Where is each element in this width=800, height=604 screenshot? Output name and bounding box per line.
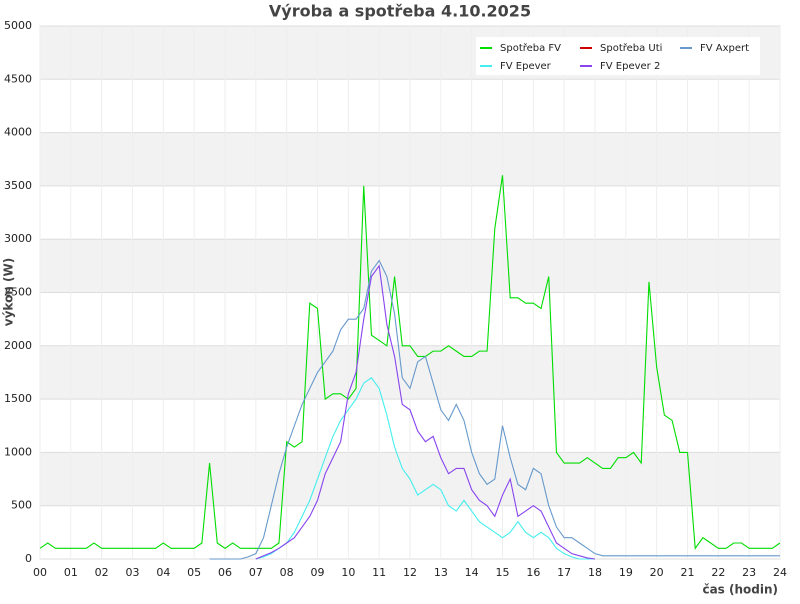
y-tick-label: 3500 [4,179,32,192]
x-tick-label: 23 [742,566,756,579]
series-line [255,377,595,560]
x-tick-label: 24 [773,566,787,579]
x-tick-label: 19 [619,566,633,579]
x-tick-label: 05 [187,566,201,579]
x-tick-label: 07 [249,566,263,579]
labels: 0500100015002000250030003500400045005000… [4,19,787,579]
y-tick-label: 2000 [4,339,32,352]
y-tick-label: 500 [11,499,32,512]
x-tick-label: 14 [465,566,479,579]
series-line [209,259,780,560]
x-tick-label: 16 [526,566,540,579]
x-tick-label: 06 [218,566,232,579]
legend-label: Spotřeba Uti [600,42,662,54]
y-tick-label: 1000 [4,445,32,458]
x-tick-label: 03 [126,566,140,579]
legend-label: FV Axpert [700,43,749,54]
x-tick-label: 22 [711,566,725,579]
x-tick-label: 02 [95,566,109,579]
y-axis-label: výkon (W) [2,258,16,326]
x-tick-label: 08 [280,566,294,579]
x-tick-label: 18 [588,566,602,579]
x-tick-label: 17 [557,566,571,579]
legend-label: FV Epever [500,61,552,72]
x-tick-label: 09 [311,566,325,579]
x-tick-label: 20 [650,566,664,579]
legend-box [476,37,760,75]
lines [39,175,781,560]
legend-label: FV Epever 2 [600,61,660,72]
x-tick-label: 01 [64,566,78,579]
y-tick-label: 1500 [4,392,32,405]
y-tick-label: 3000 [4,232,32,245]
x-tick-label: 13 [434,566,448,579]
grid [39,25,781,560]
y-tick-label: 4500 [4,72,32,85]
y-tick-label: 4000 [4,126,32,139]
legend: Spotřeba FV Spotřeba Uti FV Axpert FV Epeve… [476,37,760,75]
y-tick-label: 2500 [4,286,32,299]
x-tick-label: 10 [341,566,355,579]
x-tick-label: 21 [681,566,695,579]
series-line [255,264,596,560]
x-tick-label: 00 [33,566,47,579]
legend-label: Spotřeba FV [500,42,561,54]
x-tick-label: 15 [496,566,510,579]
y-tick-label: 0 [25,552,32,565]
x-tick-label: 11 [372,566,386,579]
y-tick-label: 5000 [4,19,32,32]
x-axis-label: čas (hodin) [702,583,778,597]
x-tick-label: 12 [403,566,417,579]
x-tick-label: 04 [156,566,170,579]
chart-title: Výroba a spotřeba 4.10.2025 [269,2,531,21]
series-line [39,175,781,550]
